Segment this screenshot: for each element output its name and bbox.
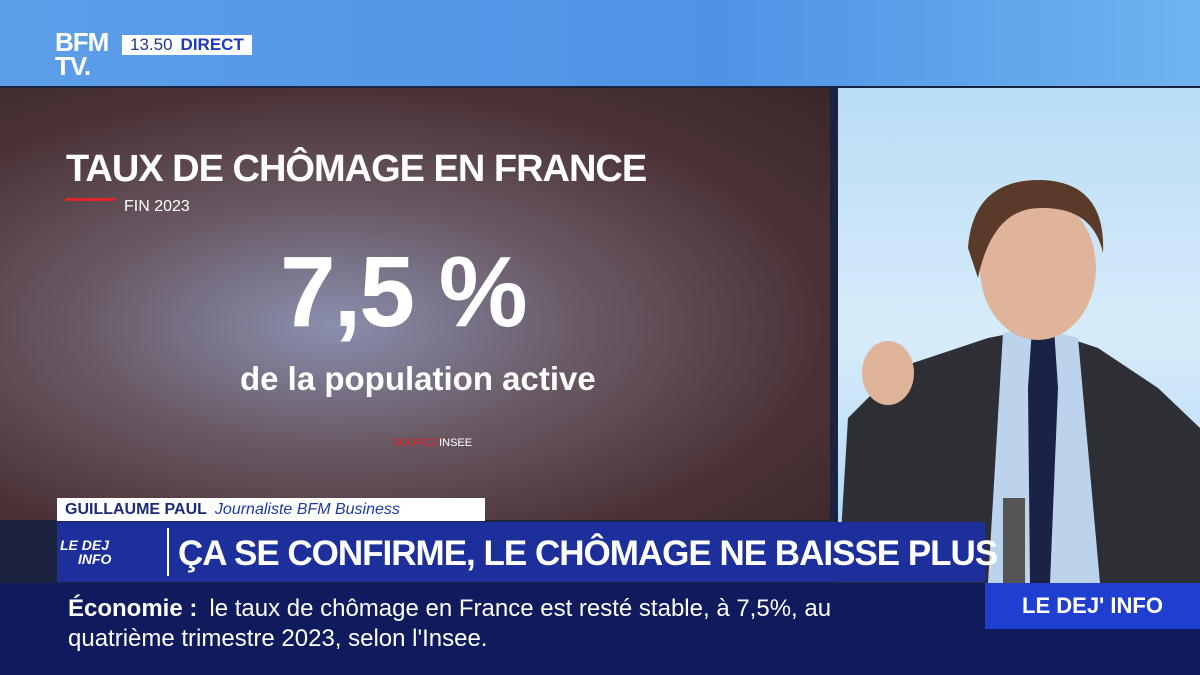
logo-bottom: TV. — [55, 51, 91, 81]
face — [980, 196, 1096, 340]
show-name: LE DEJ' INFO — [1022, 593, 1163, 618]
presenter — [838, 179, 1200, 583]
ticker: Économie : le taux de chômage en France e… — [68, 594, 831, 654]
ticker-line: quatrième trimestre 2023, selon l'Insee. — [68, 625, 488, 652]
microphone — [1003, 498, 1025, 583]
ticker-section: Économie : — [68, 595, 198, 622]
name-bar: GUILLAUME PAUL Journaliste BFM Business — [57, 498, 485, 521]
logo-top: BFM — [55, 27, 109, 57]
show-badge: LE DEJ' INFO — [985, 583, 1200, 629]
show-logo-top: LE DEJ — [60, 537, 110, 553]
graphic-panel — [0, 88, 830, 520]
headline: ÇA SE CONFIRME, LE CHÔMAGE NE BAISSE PLU… — [178, 534, 998, 573]
time: 13.50 — [130, 35, 173, 54]
live-badge: 13.50 DIRECT — [122, 35, 252, 55]
journalist-role: Journaliste BFM Business — [214, 500, 400, 518]
divider — [167, 528, 169, 576]
graphic-subtitle: FIN 2023 — [124, 198, 190, 215]
hair — [968, 179, 1104, 278]
channel-logo: BFM TV. — [55, 27, 109, 81]
show-logo: LE DEJ INFO — [60, 538, 160, 566]
journalist-name: GUILLAUME PAUL — [65, 500, 207, 518]
live-label: DIRECT — [180, 35, 244, 54]
show-logo-bottom: INFO — [78, 551, 112, 567]
source-value: INSEE — [439, 437, 473, 449]
source-label: SOURCE — [392, 437, 440, 449]
accent-line — [66, 198, 116, 201]
graphic-caption: de la population active — [240, 360, 596, 397]
tie — [1028, 313, 1058, 583]
headline-bar — [57, 522, 985, 582]
source: SOURCEINSEE — [392, 437, 472, 449]
ticker-line: le taux de chômage en France est resté s… — [209, 595, 832, 622]
graphic-title: TAUX DE CHÔMAGE EN FRANCE — [66, 148, 647, 190]
graphic-figure: 7,5 % — [280, 236, 528, 348]
hand — [862, 341, 914, 405]
